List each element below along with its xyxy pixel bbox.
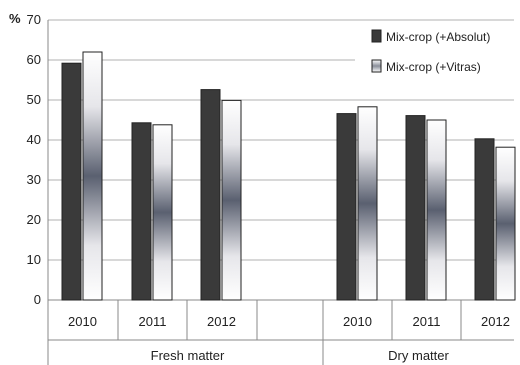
legend-swatch [371, 59, 382, 73]
bar [495, 146, 516, 301]
category-label: 2010 [68, 314, 97, 329]
category-label: 2011 [413, 314, 441, 329]
y-tick-label: 0 [34, 292, 41, 307]
bar [336, 113, 357, 301]
bar [82, 51, 103, 301]
bar [426, 119, 447, 301]
y-tick-label: 50 [27, 92, 41, 107]
category-label: 2012 [481, 314, 510, 329]
legend-label: Mix-crop (+Vitras) [386, 60, 481, 74]
bar [61, 62, 82, 301]
category-label: 2012 [207, 314, 236, 329]
y-tick-label: 70 [27, 12, 41, 27]
bar [200, 89, 221, 301]
bar [405, 115, 426, 301]
group-label: Fresh matter [151, 348, 225, 363]
y-tick-label: 10 [27, 252, 41, 267]
bar [131, 122, 152, 301]
category-label: 2010 [343, 314, 372, 329]
legend: Mix-crop (+Absolut) Mix-crop (+Vitras) [371, 29, 490, 74]
legend-label: Mix-crop (+Absolut) [386, 30, 490, 44]
bar [357, 106, 378, 301]
y-axis-unit-label: % [9, 11, 21, 26]
group-label: Dry matter [388, 348, 449, 363]
bar [474, 138, 495, 301]
category-axis: 2010 2011 2012 2010 2011 2012 Fresh matter Dry … [47, 300, 514, 365]
bars [61, 51, 516, 301]
bar [221, 99, 242, 301]
y-axis-ticks: 0 10 20 30 40 50 60 70 [27, 12, 41, 307]
y-tick-label: 40 [27, 132, 41, 147]
category-label: 2011 [139, 314, 167, 329]
bar [152, 124, 173, 301]
y-tick-label: 30 [27, 172, 41, 187]
legend-swatch [371, 29, 382, 43]
y-tick-label: 20 [27, 212, 41, 227]
y-tick-label: 60 [27, 52, 41, 67]
